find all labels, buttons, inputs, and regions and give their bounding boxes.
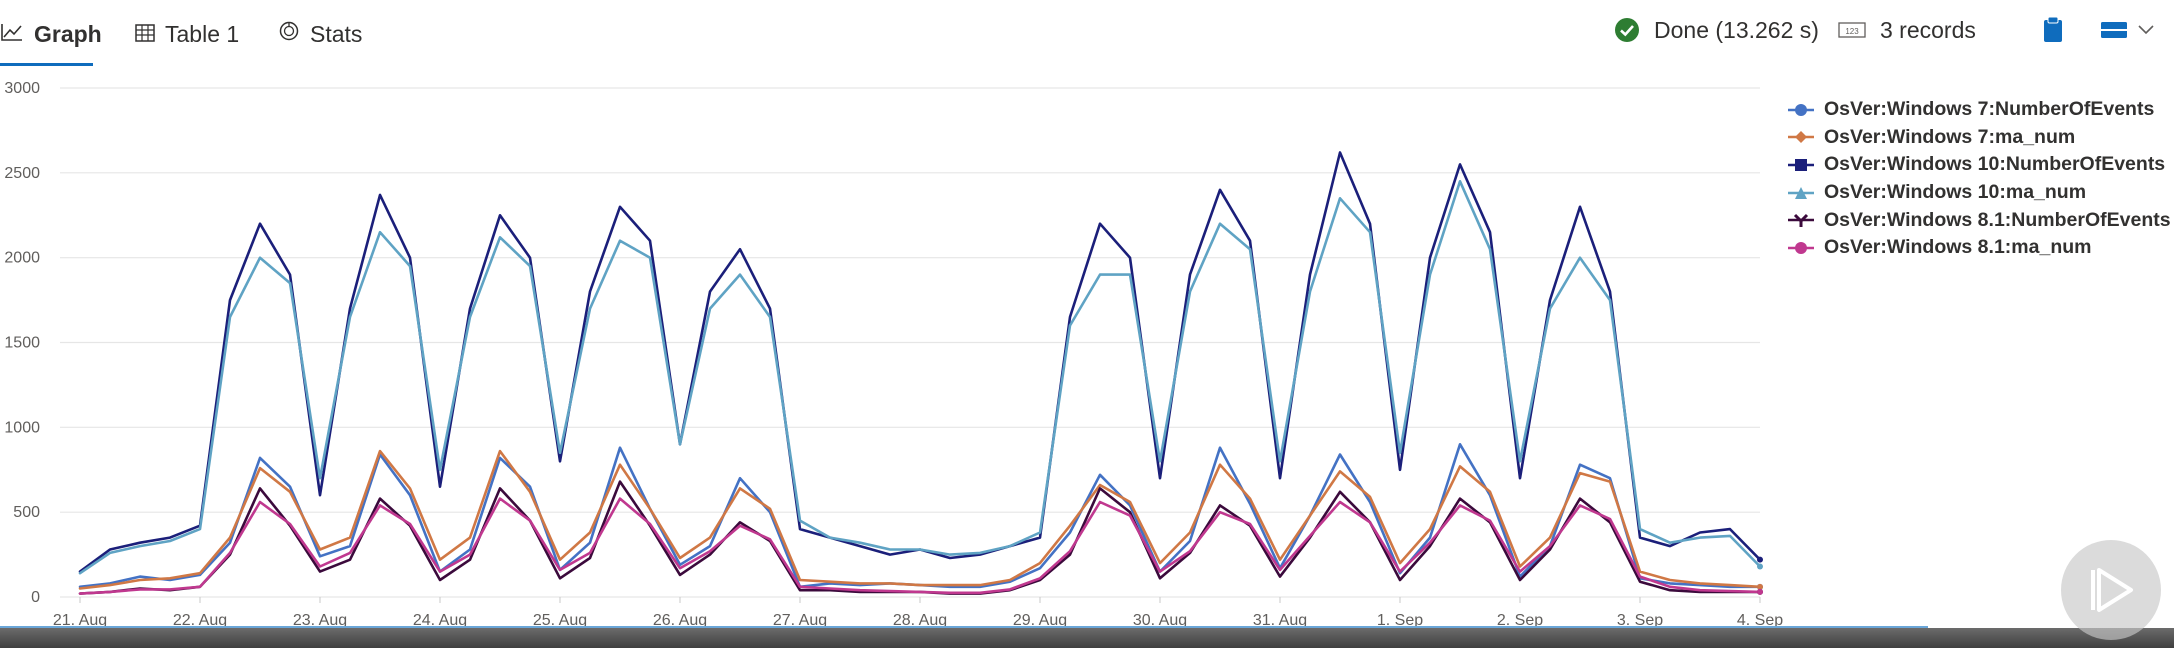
x-tick-label: 30. Aug xyxy=(1133,612,1187,629)
series-line xyxy=(78,449,1762,590)
y-tick-label: 500 xyxy=(13,504,40,521)
series-point xyxy=(1757,588,1763,595)
x-tick-label: 27. Aug xyxy=(773,612,827,629)
series-line xyxy=(78,151,1762,573)
chart-legend: OsVer:Windows 7:NumberOfEvents OsVer:Wind… xyxy=(1788,96,2174,262)
series-point xyxy=(1757,556,1763,563)
legend-item[interactable]: OsVer:Windows 10:ma_num xyxy=(1788,179,2174,207)
square-marker-icon xyxy=(1788,158,1814,171)
done-status: Done (13.262 s) xyxy=(1614,8,1819,52)
x-tick-label: 2. Sep xyxy=(1497,612,1543,629)
records-icon: 123 xyxy=(1838,20,1866,40)
tab-stats[interactable]: Stats xyxy=(278,14,362,54)
copy-button[interactable] xyxy=(2042,8,2064,52)
legend-item[interactable]: OsVer:Windows 7:ma_num xyxy=(1788,124,2174,152)
x-tick-label: 4. Sep xyxy=(1737,612,1783,629)
record-count-text: 3 records xyxy=(1880,16,1976,43)
triangle-marker-icon xyxy=(1788,186,1814,199)
layout-icon xyxy=(2100,20,2128,40)
tab-stats-label: Stats xyxy=(310,20,363,47)
legend-label: OsVer:Windows 7:ma_num xyxy=(1824,125,2076,148)
series-point xyxy=(1757,563,1763,570)
tab-table-1-label: Table 1 xyxy=(165,20,240,47)
x-tick-label: 21. Aug xyxy=(53,612,107,629)
x-tick-label: 3. Sep xyxy=(1617,612,1663,629)
x-tick-label: 23. Aug xyxy=(293,612,347,629)
x-tick-label: 29. Aug xyxy=(1013,612,1067,629)
tab-table-1[interactable]: Table 1 xyxy=(135,14,239,54)
clipboard-icon xyxy=(2042,16,2064,44)
line-chart-icon xyxy=(0,21,24,48)
svg-text:123: 123 xyxy=(1845,27,1859,36)
x-tick-label: 25. Aug xyxy=(533,612,587,629)
x-tick-label: 31. Aug xyxy=(1253,612,1307,629)
layout-toggle-button[interactable] xyxy=(2100,8,2154,52)
tab-graph-label: Graph xyxy=(34,20,102,47)
result-tabs: Graph Table 1 Stats xyxy=(0,0,1200,68)
tab-graph[interactable]: Graph xyxy=(0,14,102,54)
x-tick-label: 24. Aug xyxy=(413,612,467,629)
series-point xyxy=(1757,583,1763,590)
circle-marker-icon xyxy=(1788,103,1814,116)
series-line xyxy=(78,497,1762,595)
circle-marker-icon xyxy=(1788,241,1814,254)
progress-line xyxy=(0,626,1928,629)
diamond-marker-icon xyxy=(1788,131,1814,144)
legend-label: OsVer:Windows 8.1:ma_num xyxy=(1824,236,2092,259)
legend-item[interactable]: OsVer:Windows 8.1:NumberOfEvents xyxy=(1788,206,2174,234)
series-line xyxy=(78,180,1762,575)
legend-item[interactable]: OsVer:Windows 7:NumberOfEvents xyxy=(1788,96,2174,124)
play-icon xyxy=(2091,568,2133,612)
play-button[interactable] xyxy=(2061,540,2161,640)
x-tick-label: 22. Aug xyxy=(173,612,227,629)
active-tab-indicator xyxy=(0,63,93,66)
legend-label: OsVer:Windows 7:NumberOfEvents xyxy=(1824,98,2155,121)
x-tick-label: 26. Aug xyxy=(653,612,707,629)
series-line xyxy=(78,442,1762,589)
stats-icon xyxy=(278,20,300,48)
y-tick-label: 0 xyxy=(31,589,40,606)
table-icon xyxy=(135,21,155,48)
query-status-bar: Done (13.262 s) 123 3 records xyxy=(1614,8,2174,52)
cross-marker-icon xyxy=(1788,214,1814,228)
chart-svg: 0 500 1000 1500 2000 2500 3000 21. Aug 22. Aug 23… xyxy=(4,80,1783,629)
success-check-icon xyxy=(1614,17,1640,43)
legend-label: OsVer:Windows 8.1:NumberOfEvents xyxy=(1824,208,2171,231)
y-tick-label: 1000 xyxy=(4,419,40,436)
bottom-bar xyxy=(0,628,2174,648)
chevron-down-icon xyxy=(2138,25,2154,35)
legend-item[interactable]: OsVer:Windows 8.1:ma_num xyxy=(1788,234,2174,262)
y-tick-label: 2500 xyxy=(4,165,40,182)
done-status-text: Done (13.262 s) xyxy=(1654,16,1819,43)
legend-label: OsVer:Windows 10:ma_num xyxy=(1824,181,2087,204)
record-count: 123 3 records xyxy=(1838,8,1976,52)
x-tick-label: 1. Sep xyxy=(1377,612,1423,629)
y-tick-label: 1500 xyxy=(4,335,40,352)
line-chart: 0 500 1000 1500 2000 2500 3000 21. Aug 22. Aug 23… xyxy=(0,70,1800,640)
legend-label: OsVer:Windows 10:NumberOfEvents xyxy=(1824,153,2166,176)
y-tick-label: 3000 xyxy=(4,80,40,97)
y-tick-label: 2000 xyxy=(4,250,40,267)
x-tick-label: 28. Aug xyxy=(893,612,947,629)
legend-item[interactable]: OsVer:Windows 10:NumberOfEvents xyxy=(1788,151,2174,179)
